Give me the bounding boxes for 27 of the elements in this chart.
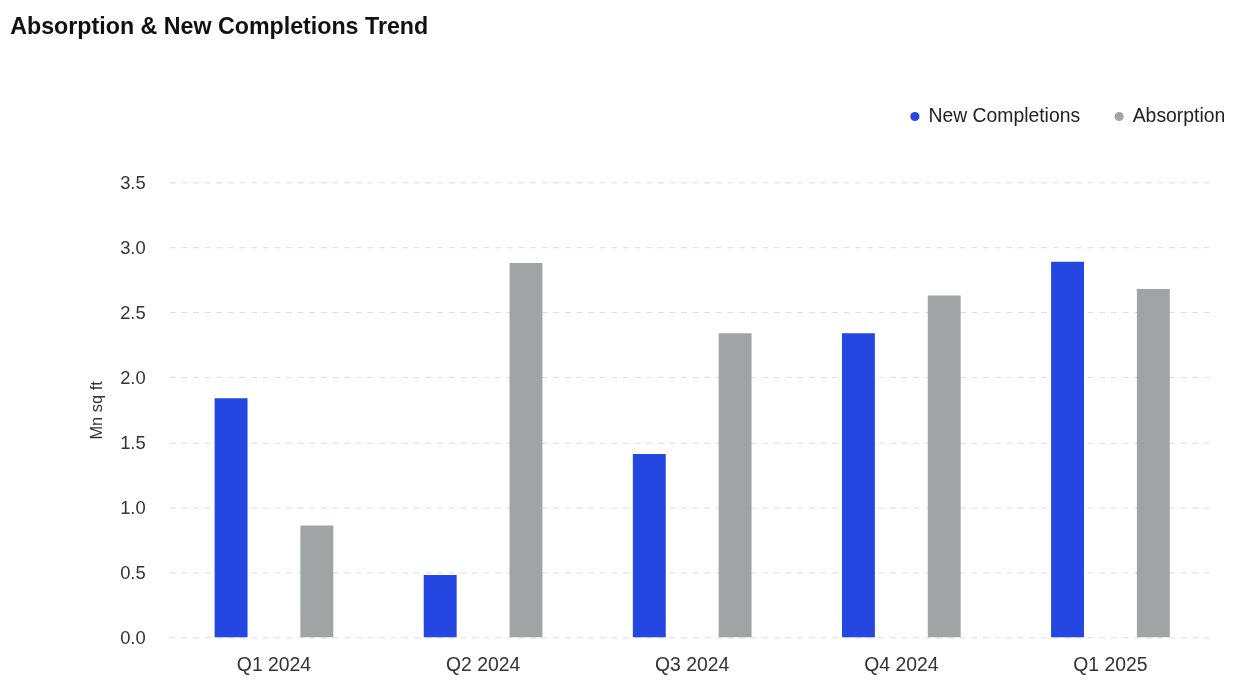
bar <box>214 398 248 638</box>
bar <box>1051 261 1084 638</box>
bar <box>300 525 334 638</box>
legend-label: Absorption <box>1132 104 1226 127</box>
y-axis-title: Mn sq ft <box>86 380 105 440</box>
y-tick-label: 3.0 <box>120 236 146 258</box>
x-tick-label: Q1 2025 <box>1073 652 1148 675</box>
x-tick-label: Q2 2024 <box>445 652 521 675</box>
y-tick-label: 3.5 <box>120 171 146 193</box>
y-tick-label: 2.5 <box>120 301 146 323</box>
y-tick-label: 2.0 <box>120 366 146 388</box>
y-tick-label: 0.5 <box>120 561 146 583</box>
y-tick-label: 1.5 <box>120 431 146 453</box>
y-tick-label: 0.0 <box>120 626 146 648</box>
bar <box>718 333 752 638</box>
y-tick-label: 1.0 <box>120 496 146 518</box>
chart-title: Absorption & New Completions Trend <box>10 13 429 40</box>
x-tick-label: Q3 2024 <box>655 652 730 675</box>
bar <box>423 574 457 638</box>
bar <box>632 454 666 638</box>
bar <box>509 262 543 638</box>
x-tick-label: Q1 2024 <box>236 652 312 675</box>
bar <box>927 295 961 638</box>
bar <box>1136 288 1170 638</box>
legend-label: New Completions <box>928 104 1081 127</box>
x-tick-label: Q4 2024 <box>864 652 939 675</box>
bar <box>841 333 875 638</box>
